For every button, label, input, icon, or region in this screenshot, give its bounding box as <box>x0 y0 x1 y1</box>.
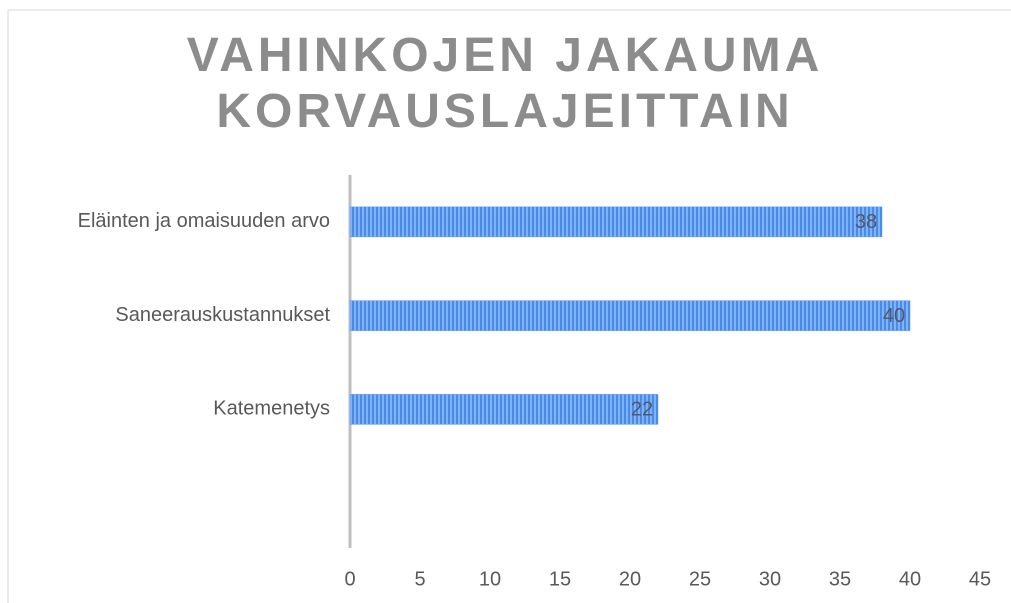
x-tick-label: 15 <box>549 568 571 590</box>
bar <box>349 394 659 425</box>
x-tick-label: 30 <box>759 568 781 590</box>
y-tick-label: Eläinten ja omaisuuden arvo <box>78 210 330 232</box>
data-label: 40 <box>883 305 905 327</box>
x-tick-label: 35 <box>829 568 851 590</box>
bar <box>349 300 911 331</box>
x-tick-label: 25 <box>689 568 711 590</box>
x-tick-label: 20 <box>619 568 641 590</box>
x-tick-label: 45 <box>969 568 991 590</box>
data-label: 38 <box>855 211 877 233</box>
x-tick-label: 10 <box>479 568 501 590</box>
chart-title: VAHINKOJEN JAKAUMA KORVAUSLAJEITTAIN <box>186 29 824 138</box>
x-tick-label: 5 <box>414 568 425 590</box>
y-tick-label: Katemenetys <box>213 398 330 420</box>
x-tick-label: 40 <box>899 568 921 590</box>
chart-border <box>7 9 1011 603</box>
data-label: 22 <box>631 399 653 421</box>
bar <box>349 206 883 238</box>
x-tick-label: 0 <box>344 568 355 590</box>
y-tick-label: Saneerauskustannukset <box>115 304 330 326</box>
